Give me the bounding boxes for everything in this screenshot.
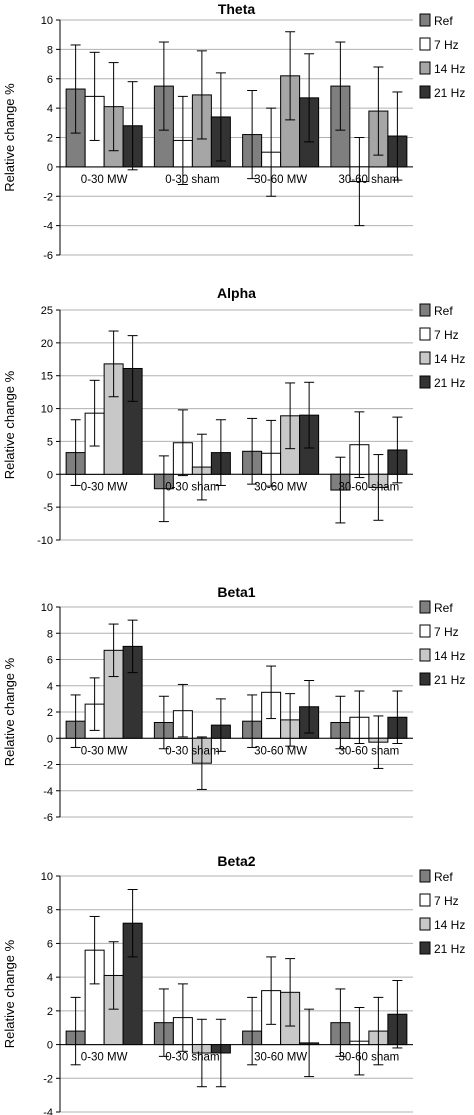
- y-tick-label: -10: [37, 535, 53, 547]
- legend-label: Ref: [434, 870, 453, 884]
- legend-label: 7 Hz: [434, 894, 459, 908]
- y-tick-label: 25: [41, 305, 53, 317]
- y-tick-label: -2: [43, 760, 53, 772]
- legend-label: 21 Hz: [434, 376, 465, 390]
- y-tick-label: 0: [47, 733, 53, 745]
- y-tick-label: 6: [47, 938, 53, 950]
- y-tick-label: 20: [41, 338, 53, 350]
- legend-swatch: [419, 61, 431, 75]
- chart-panel-beta2: Beta2 Relative change % -4 -2 0 2 4 6 8 10 0-30 MW…: [2, 853, 465, 1115]
- y-tick-label: 2: [47, 707, 53, 719]
- chart-panel-theta: Theta Relative change % -6 -4 -2 0 2 4 6 8 10 0-30 …: [2, 1, 465, 262]
- legend-label: 21 Hz: [434, 86, 465, 100]
- chart-title: Theta: [218, 1, 256, 17]
- legend-label: 14 Hz: [434, 352, 465, 366]
- category-label: 30-60 sham: [339, 174, 400, 186]
- legend-swatch: [419, 672, 431, 686]
- legend: Ref 7 Hz 14 Hz 21 Hz: [419, 303, 465, 390]
- legend-swatch: [419, 893, 431, 907]
- y-tick-label: 15: [41, 371, 53, 383]
- y-tick-label: 5: [47, 436, 53, 448]
- chart-title: Beta2: [217, 853, 255, 869]
- legend: Ref 7 Hz 14 Hz 21 Hz: [419, 869, 465, 956]
- category-label: 30-60 sham: [339, 1052, 400, 1064]
- category-label: 30-60 sham: [339, 745, 400, 757]
- y-tick-label: -2: [43, 191, 53, 203]
- y-tick-label: 8: [47, 628, 53, 640]
- y-tick-label: 6: [47, 74, 53, 86]
- y-axis-label: Relative change %: [2, 939, 17, 1048]
- legend-label: 14 Hz: [434, 62, 465, 76]
- y-tick-label: 0: [47, 162, 53, 174]
- legend-label: 21 Hz: [434, 942, 465, 956]
- y-tick-label: 10: [41, 15, 53, 27]
- y-tick-label: 10: [41, 871, 53, 883]
- legend-label: Ref: [434, 601, 453, 615]
- category-label: 30-60 MW: [254, 481, 307, 493]
- y-axis-label: Relative change %: [2, 83, 17, 192]
- legend-swatch: [419, 624, 431, 638]
- legend-swatch: [419, 85, 431, 99]
- y-tick-label: 10: [41, 602, 53, 614]
- category-label: 0-30 sham: [165, 1052, 219, 1064]
- y-tick-label: -6: [43, 812, 53, 824]
- chart-panel-alpha: Alpha Relative change % -10 -5 0 5 10 15 20 25 0-3…: [2, 285, 465, 547]
- y-tick-label: 0: [47, 469, 53, 481]
- legend-label: 21 Hz: [434, 673, 465, 687]
- chart-title: Beta1: [217, 584, 255, 600]
- y-tick-label: 8: [47, 44, 53, 56]
- y-tick-label: 2: [47, 1006, 53, 1018]
- legend-swatch: [419, 37, 431, 51]
- y-axis-label: Relative change %: [2, 657, 17, 766]
- y-tick-label: 4: [47, 681, 53, 693]
- category-label: 0-30 MW: [81, 481, 128, 493]
- legend-swatch: [419, 327, 431, 341]
- y-tick-label: 4: [47, 972, 53, 984]
- y-tick-label: -4: [43, 786, 53, 798]
- legend-label: 7 Hz: [434, 38, 459, 52]
- y-tick-label: -2: [43, 1073, 53, 1085]
- legend-swatch: [419, 13, 431, 27]
- y-tick-label: -4: [43, 221, 53, 233]
- y-tick-label: 8: [47, 905, 53, 917]
- legend-swatch: [419, 869, 431, 883]
- legend-swatch: [419, 941, 431, 955]
- chart-panel-beta1: Beta1 Relative change % -6 -4 -2 0 2 4 6 8 10 0-30 …: [2, 584, 465, 824]
- legend-label: 14 Hz: [434, 918, 465, 932]
- legend-swatch: [419, 375, 431, 389]
- legend-label: 14 Hz: [434, 649, 465, 663]
- legend: Ref 7 Hz 14 Hz 21 Hz: [419, 600, 465, 687]
- category-label: 30-60 MW: [254, 1052, 307, 1064]
- legend-label: Ref: [434, 304, 453, 318]
- legend-label: 7 Hz: [434, 625, 459, 639]
- category-label: 30-60 sham: [339, 481, 400, 493]
- category-label: 0-30 sham: [165, 481, 219, 493]
- legend-swatch: [419, 648, 431, 662]
- category-label: 30-60 MW: [254, 745, 307, 757]
- legend-swatch: [419, 917, 431, 931]
- category-label: 30-60 MW: [254, 174, 307, 186]
- y-tick-label: -5: [43, 502, 53, 514]
- category-label: 0-30 MW: [81, 174, 128, 186]
- category-label: 0-30 MW: [81, 745, 128, 757]
- legend-swatch: [419, 303, 431, 317]
- y-tick-label: 4: [47, 103, 53, 115]
- y-axis-label: Relative change %: [2, 370, 17, 479]
- category-label: 0-30 MW: [81, 1052, 128, 1064]
- category-label: 0-30 sham: [165, 745, 219, 757]
- legend-label: 7 Hz: [434, 328, 459, 342]
- category-label: 0-30 sham: [165, 174, 219, 186]
- chart-title: Alpha: [217, 285, 256, 301]
- y-tick-label: 10: [41, 404, 53, 416]
- y-tick-label: -4: [43, 1107, 53, 1115]
- y-tick-label: -6: [43, 250, 53, 262]
- legend: Ref 7 Hz 14 Hz 21 Hz: [419, 13, 465, 100]
- y-tick-label: 0: [47, 1040, 53, 1052]
- y-tick-label: 2: [47, 133, 53, 145]
- legend-label: Ref: [434, 14, 453, 28]
- legend-swatch: [419, 351, 431, 365]
- y-tick-label: 6: [47, 655, 53, 667]
- legend-swatch: [419, 600, 431, 614]
